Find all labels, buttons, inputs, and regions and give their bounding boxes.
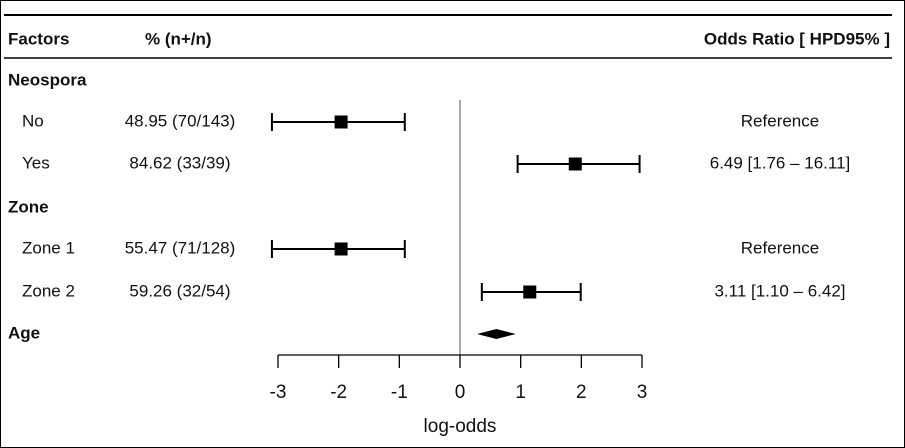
row-label: No <box>22 111 44 130</box>
group-label: Zone <box>8 197 49 216</box>
x-tick-label: 1 <box>515 382 526 403</box>
group-label: Age <box>8 323 40 342</box>
diamond <box>476 329 516 339</box>
percent: 55.47 (71/128) <box>125 238 236 257</box>
estimate <box>523 285 537 299</box>
odds-ratio: 6.49 [1.76 – 16.11] <box>710 153 851 172</box>
column-header: Factors <box>8 29 69 48</box>
odds-ratio: Reference <box>741 111 819 130</box>
x-axis-label: log-odds <box>424 416 497 437</box>
percent: 48.95 (70/143) <box>125 111 236 130</box>
estimate <box>334 242 348 256</box>
x-tick-label: -1 <box>391 382 408 403</box>
estimate <box>568 157 582 171</box>
odds-ratio: Reference <box>741 238 819 257</box>
percent: 84.62 (33/39) <box>129 153 230 172</box>
x-tick-label: -2 <box>330 382 347 403</box>
odds-ratio: 3.11 [1.10 – 6.42] <box>714 281 845 300</box>
x-tick-label: -3 <box>270 382 287 403</box>
group-label: Neospora <box>8 70 87 89</box>
row-label: Zone 2 <box>22 281 75 300</box>
x-tick-label: 0 <box>455 382 466 403</box>
row-label: Zone 1 <box>22 238 75 257</box>
percent: 59.26 (32/54) <box>129 281 230 300</box>
x-tick-label: 3 <box>637 382 648 403</box>
column-header: % (n+/n) <box>145 29 212 48</box>
x-tick-label: 2 <box>576 382 587 403</box>
row-label: Yes <box>22 153 50 172</box>
estimate <box>334 115 348 129</box>
column-header: Odds Ratio [ HPD95% ] <box>704 29 890 48</box>
